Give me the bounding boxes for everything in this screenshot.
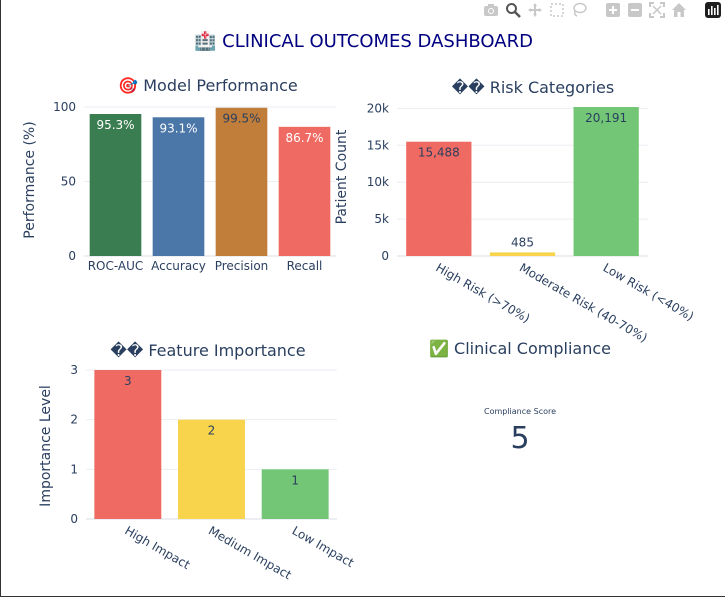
y-axis-label: Importance Level: [38, 385, 54, 507]
bar: [94, 370, 162, 519]
x-tick-label: Accuracy: [151, 259, 206, 273]
data-label: 20,191: [585, 111, 627, 125]
data-label: 99.5%: [222, 112, 260, 126]
y-tick-label: 100: [53, 100, 76, 114]
y-tick-label: 0: [70, 512, 78, 526]
data-label: 2: [208, 424, 216, 438]
y-tick-label: 3: [70, 363, 78, 377]
data-label: 485: [511, 235, 534, 249]
bar: [215, 107, 268, 257]
bar: [261, 469, 329, 519]
zoom-out-icon[interactable]: [627, 2, 643, 18]
x-tick-label: ROC-AUC: [88, 259, 144, 273]
data-label: 3: [124, 374, 132, 388]
camera-icon[interactable]: [483, 2, 499, 18]
clinical-compliance-title: ✅ Clinical Compliance: [429, 339, 611, 358]
y-tick-label: 10k: [367, 175, 389, 189]
y-tick-label: 2: [70, 413, 78, 427]
risk-categories-title: �� Risk Categories: [451, 78, 615, 97]
y-tick-label: 15k: [367, 138, 389, 152]
dashboard-title: 🏥 CLINICAL OUTCOMES DASHBOARD: [194, 31, 533, 52]
y-axis-label: Patient Count: [334, 129, 350, 224]
modebar: [483, 2, 721, 18]
data-label: 86.7%: [285, 131, 323, 145]
box-select-icon[interactable]: [549, 2, 565, 18]
bar: [89, 114, 142, 257]
y-axis-label: Performance (%): [22, 121, 38, 238]
y-tick-label: 5k: [374, 212, 389, 226]
bar: [278, 126, 331, 256]
data-label: 1: [291, 473, 299, 487]
pan-icon[interactable]: [527, 2, 543, 18]
model-performance-title: 🎯 Model Performance: [118, 76, 298, 95]
bar: [178, 419, 245, 519]
plotly-logo-icon[interactable]: [705, 2, 721, 18]
data-label: 95.3%: [96, 118, 134, 132]
y-tick-label: 1: [70, 462, 78, 476]
data-label: 15,488: [418, 146, 460, 160]
y-tick-label: 20k: [367, 101, 389, 115]
bar: [573, 107, 639, 256]
x-tick-label: Low Impact: [290, 523, 357, 570]
zoom-icon[interactable]: [505, 2, 521, 18]
y-tick-label: 0: [381, 249, 389, 263]
zoom-in-icon[interactable]: [605, 2, 621, 18]
autoscale-icon[interactable]: [649, 2, 665, 18]
x-tick-label: Medium Impact: [206, 523, 294, 582]
x-tick-label: High Impact: [122, 523, 192, 572]
x-tick-label: Recall: [287, 259, 323, 273]
compliance-score-value: 5: [510, 421, 530, 456]
bar: [489, 252, 556, 256]
x-tick-label: Precision: [215, 259, 269, 273]
y-tick-label: 0: [68, 249, 76, 263]
bar: [406, 141, 472, 256]
y-tick-label: 50: [61, 175, 76, 189]
data-label: 93.1%: [159, 121, 197, 135]
reset-axes-icon[interactable]: [671, 2, 687, 18]
bar: [152, 117, 205, 256]
compliance-score-label: Compliance Score: [483, 407, 557, 416]
lasso-icon[interactable]: [571, 2, 587, 18]
feature-importance-title: �� Feature Importance: [110, 341, 306, 360]
